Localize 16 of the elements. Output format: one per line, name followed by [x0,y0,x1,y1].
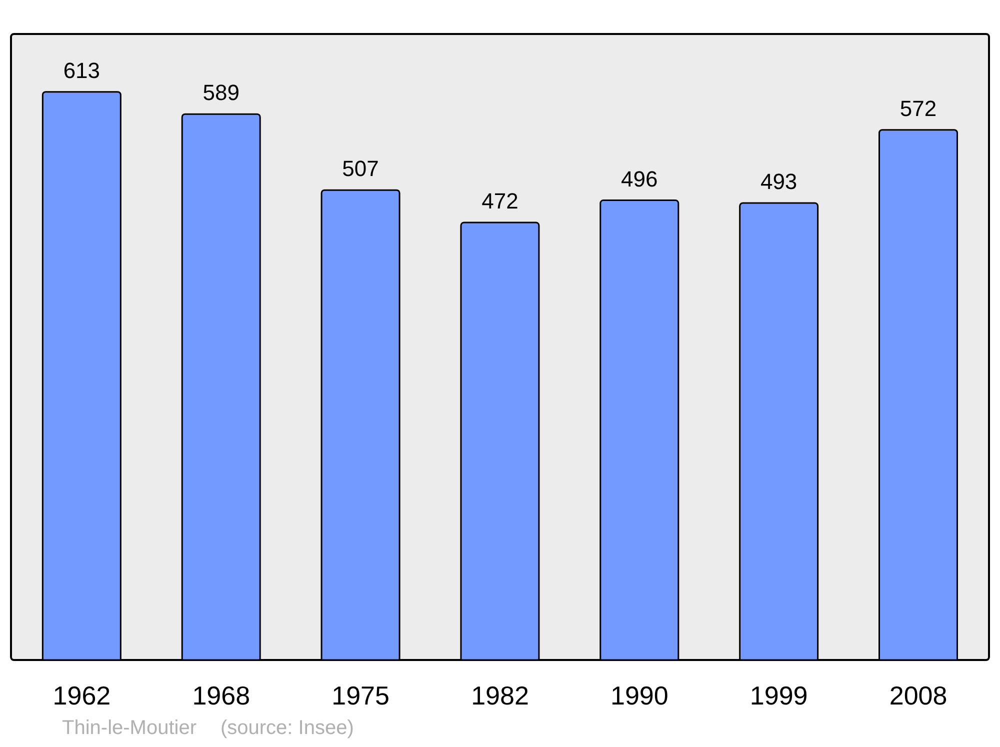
data-label: 496 [621,166,658,192]
x-tick-label: 1999 [750,680,808,710]
x-tick-label: 1982 [471,680,529,710]
data-label: 507 [342,156,379,182]
data-label: 613 [63,58,100,83]
data-label: 493 [760,169,798,194]
x-tick-label: 1975 [332,680,390,710]
data-label: 572 [900,96,937,121]
x-tick-label: 1962 [52,680,111,710]
text: Thin-le-Moutier [62,717,196,739]
x-tick-label: 1990 [610,680,668,710]
data-label: 472 [482,188,518,214]
data-label: 589 [202,80,240,106]
x-tick-label: 2008 [889,680,948,710]
x-tick-label: 1968 [192,680,250,710]
text: (source: Insee) [220,717,354,739]
